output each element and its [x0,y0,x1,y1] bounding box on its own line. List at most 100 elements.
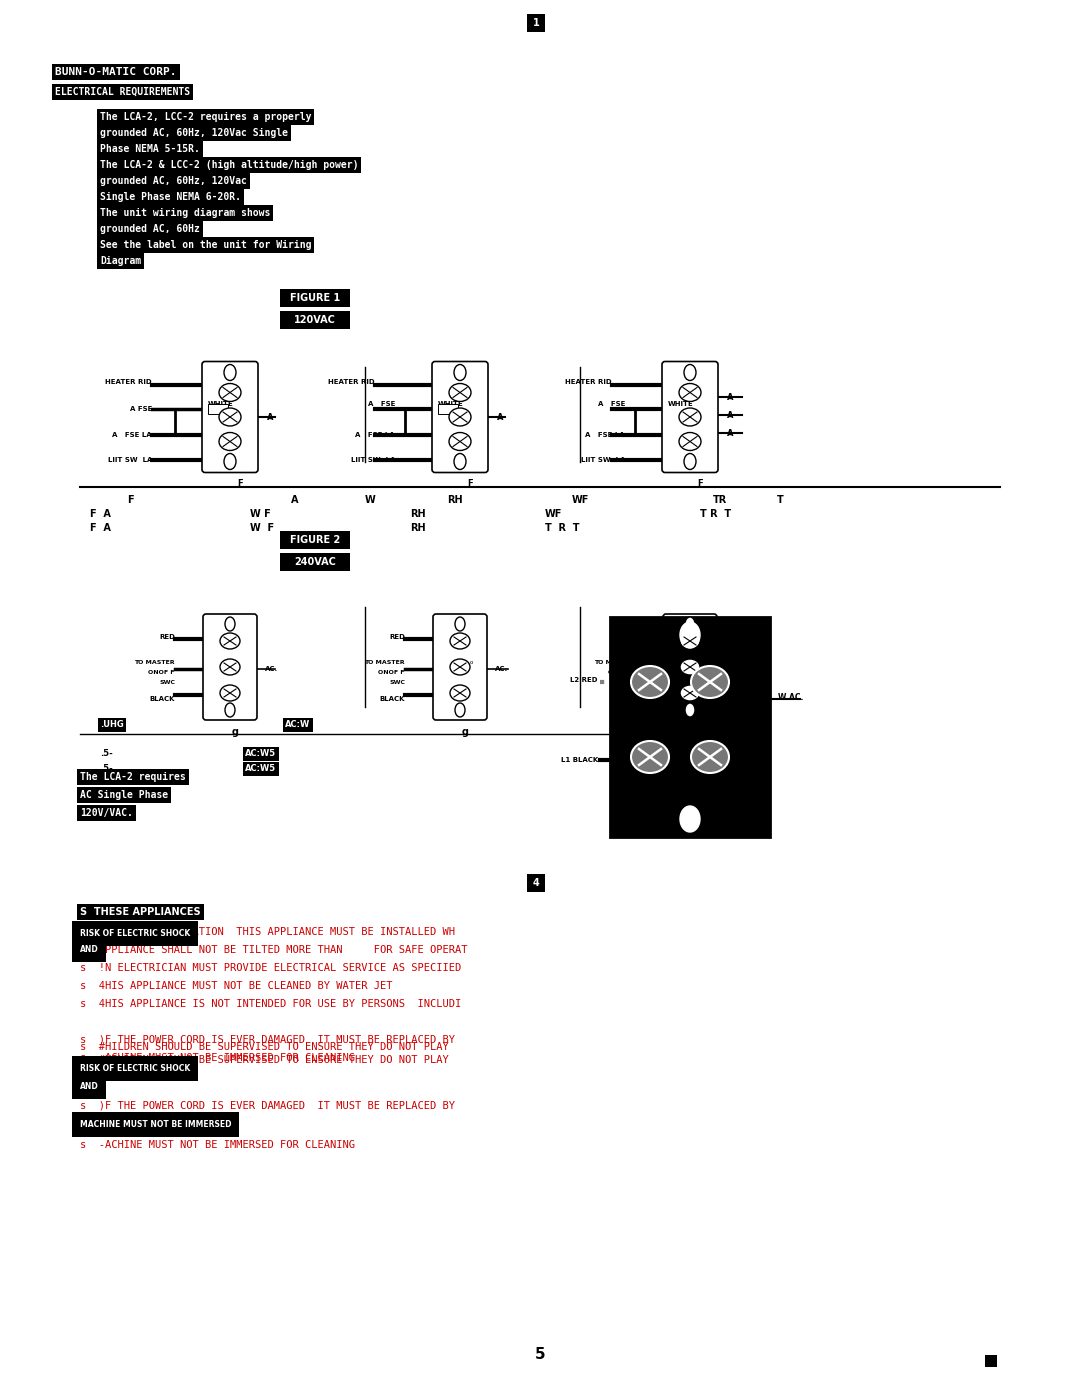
Text: W: W [365,495,376,504]
Text: AC Single Phase: AC Single Phase [80,789,168,800]
Text: grounded AC, 60Hz, 120Vac: grounded AC, 60Hz, 120Vac [100,176,247,186]
Text: Single Phase NEMA 6-20R.: Single Phase NEMA 6-20R. [100,191,241,203]
Text: g: g [231,726,239,738]
Text: BLACK: BLACK [149,696,175,703]
Text: The LCA-2 requires: The LCA-2 requires [80,773,186,782]
Text: F: F [698,479,703,488]
Text: A   FSE: A FSE [597,401,625,407]
Text: AND: AND [80,944,98,954]
Text: BUNN-O-MATIC CORP.: BUNN-O-MATIC CORP. [55,67,176,77]
Text: F: F [126,495,133,504]
Ellipse shape [450,633,470,650]
Text: RH: RH [410,522,426,534]
Text: RED: RED [619,634,635,640]
Text: BLACK: BLACK [379,696,405,703]
Text: A: A [727,411,733,419]
Bar [280,531,350,549]
Ellipse shape [219,433,241,450]
Text: 120V/VAC.: 120V/VAC. [80,807,133,819]
FancyBboxPatch shape [433,615,487,719]
Bar [280,312,350,330]
Text: 240VAC: 240VAC [294,557,336,567]
Text: AC:W5: AC:W5 [245,749,276,759]
Ellipse shape [449,384,471,401]
Text: 4: 4 [532,877,539,888]
Ellipse shape [691,740,729,773]
Text: grounded AC, 60Hz: grounded AC, 60Hz [100,224,200,235]
Ellipse shape [225,617,235,631]
Text: LIIT SW  LA: LIIT SW LA [108,457,152,462]
Text: .5-: .5- [100,764,112,773]
Text: AC.: AC. [725,645,739,652]
Text: ONOF F: ONOF F [149,669,175,675]
Bar [985,1355,997,1368]
Text: RH: RH [447,495,463,504]
Text: HEATER RID: HEATER RID [328,379,375,386]
Ellipse shape [631,666,669,698]
Text: TO MASTER: TO MASTER [594,659,635,665]
Text: A: A [267,412,273,422]
Ellipse shape [450,685,470,701]
Text: ONOF F: ONOF F [378,669,405,675]
Text: RISK OF ELECTRIC SHOCK: RISK OF ELECTRIC SHOCK [80,929,190,937]
Ellipse shape [679,408,701,426]
FancyBboxPatch shape [662,362,718,472]
Ellipse shape [449,433,471,450]
Text: Diagram: Diagram [100,256,141,265]
Ellipse shape [455,617,465,631]
FancyBboxPatch shape [203,615,257,719]
Ellipse shape [680,622,700,648]
Bar [527,14,545,32]
Ellipse shape [220,633,240,650]
Text: RED: RED [389,634,405,640]
Text: s  4HIS APPLIANCE IS NOT INTENDED FOR USE BY PERSONS  INCLUDI: s 4HIS APPLIANCE IS NOT INTENDED FOR USE… [80,999,461,1009]
Text: WHITE: WHITE [208,401,233,407]
Bar [280,553,350,571]
Ellipse shape [684,454,696,469]
Text: TO MASTER: TO MASTER [364,659,405,665]
Text: T  R  T: T R T [545,522,580,534]
Ellipse shape [691,666,729,698]
Text: W F: W F [249,509,271,520]
Bar [280,289,350,307]
Text: L1 BLACK: L1 BLACK [561,757,598,763]
Ellipse shape [680,806,700,833]
Text: RED: RED [159,634,175,640]
Text: s  )F THE POWER CORD IS EVER DAMAGED  IT MUST BE REPLACED BY: s )F THE POWER CORD IS EVER DAMAGED IT M… [80,1099,455,1111]
Ellipse shape [224,454,237,469]
Ellipse shape [454,365,465,380]
Ellipse shape [220,659,240,675]
Text: s  -ACHINE MUST NOT BE IMMERSED FOR CLEANING: s -ACHINE MUST NOT BE IMMERSED FOR CLEAN… [80,1053,355,1063]
Text: L2 RED: L2 RED [570,678,598,683]
Text: A   FSE LA: A FSE LA [112,432,152,439]
Text: T R  T: T R T [700,509,731,520]
Ellipse shape [679,384,701,401]
Text: F  A: F A [90,522,111,534]
Text: s  !PPLIANCE SHALL NOT BE TILTED MORE THAN     FOR SAFE OPERAT: s !PPLIANCE SHALL NOT BE TILTED MORE THA… [80,944,468,956]
Text: SWC: SWC [619,679,635,685]
Text: AC:W5: AC:W5 [245,764,276,773]
Text: .5-: .5- [100,749,112,759]
Text: s  -ACHINE MUST NOT BE IMMERSED FOR CLEANING: s -ACHINE MUST NOT BE IMMERSED FOR CLEAN… [80,1140,355,1150]
Ellipse shape [685,703,696,717]
Text: WF: WF [571,495,589,504]
Text: LIIT SW  LA: LIIT SW LA [581,457,625,462]
Text: BLACK: BLACK [609,696,635,703]
Text: 120VAC: 120VAC [294,314,336,326]
Text: s  #HILDREN SHOULD BE SUPERVISED TO ENSURE THEY DO NOT PLAY: s #HILDREN SHOULD BE SUPERVISED TO ENSUR… [80,1042,449,1052]
Text: A   FSE LA: A FSE LA [585,432,625,439]
Ellipse shape [680,633,700,650]
Text: Phase NEMA 5-15R.: Phase NEMA 5-15R. [100,144,200,154]
Text: A FSE: A FSE [130,407,152,412]
Text: s  )F THE POWER CORD IS EVER DAMAGED  IT MUST BE REPLACED BY: s )F THE POWER CORD IS EVER DAMAGED IT M… [80,1035,455,1045]
Bar [610,617,770,837]
Ellipse shape [219,384,241,401]
Text: MACHINE MUST NOT BE IMMERSED: MACHINE MUST NOT BE IMMERSED [80,1120,231,1129]
Text: F: F [238,479,243,488]
Text: g: g [461,726,469,738]
Text: The unit wiring diagram shows: The unit wiring diagram shows [100,208,270,218]
Text: SWC: SWC [159,679,175,685]
Text: ONOF F: ONOF F [608,669,635,675]
Text: grounded AC, 60Hz, 120Vac Single: grounded AC, 60Hz, 120Vac Single [100,129,288,138]
Text: AND: AND [80,1083,98,1091]
